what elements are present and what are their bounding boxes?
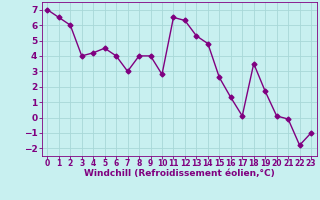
X-axis label: Windchill (Refroidissement éolien,°C): Windchill (Refroidissement éolien,°C) bbox=[84, 169, 275, 178]
